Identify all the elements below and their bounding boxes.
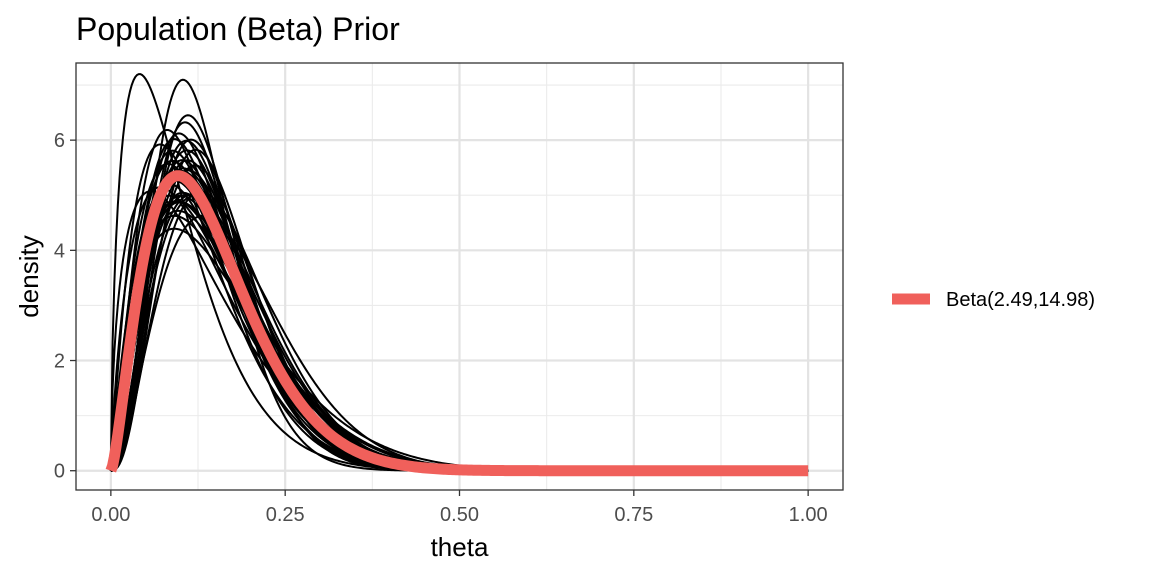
- y-axis-title: density: [14, 235, 44, 317]
- x-tick-label: 0.75: [614, 504, 653, 526]
- chart-title: Population (Beta) Prior: [76, 11, 400, 47]
- x-tick-label: 0.50: [440, 504, 479, 526]
- y-tick-label: 6: [54, 130, 65, 152]
- legend: Beta(2.49,14.98): [892, 289, 1095, 311]
- x-tick-label: 0.00: [91, 504, 130, 526]
- x-axis-title: theta: [431, 532, 489, 562]
- grid: [76, 63, 843, 490]
- legend-label: Beta(2.49,14.98): [946, 289, 1095, 311]
- x-tick-label: 0.25: [266, 504, 305, 526]
- x-tick-label: 1.00: [789, 504, 828, 526]
- series-line-beta: [105, 170, 812, 477]
- y-tick-label: 0: [54, 461, 65, 483]
- y-tick-label: 4: [54, 240, 65, 262]
- y-tick-label: 2: [54, 351, 65, 373]
- series-layer: [105, 170, 812, 477]
- axis-ticks: 0.00 0.25 0.50 0.75 1.00 0 2 4 6: [54, 130, 828, 526]
